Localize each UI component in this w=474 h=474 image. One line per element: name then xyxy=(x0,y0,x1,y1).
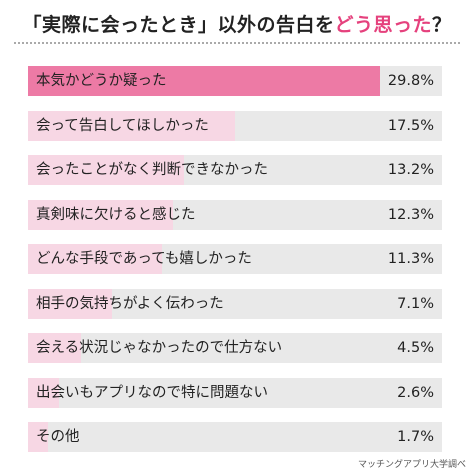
title-part2: ？ xyxy=(432,14,452,36)
title-divider xyxy=(14,42,460,44)
bar xyxy=(28,155,185,185)
bar-label: 本気かどうか疑った xyxy=(36,73,167,89)
bar xyxy=(28,422,49,452)
bar-label: 会ったことがなく判断できなかった xyxy=(36,162,268,178)
bar-row: 会ったことがなく判断できなかった 13.2% xyxy=(28,155,442,185)
bar-label: 会って告白してほしかった xyxy=(36,117,209,134)
bar-value-label: 11.3% xyxy=(387,251,434,267)
bar-label: その他 xyxy=(36,429,80,445)
bar-row: 本気かどうか疑った 29.8% xyxy=(28,66,442,96)
bar-row: どんな手段であっても嬉しかった 11.3% xyxy=(28,244,442,274)
bar xyxy=(28,66,381,96)
source-note: マッチングアプリ大学調べ xyxy=(357,460,466,470)
bar xyxy=(28,377,59,408)
bar-value-label: 29.8% xyxy=(387,73,434,89)
bar-value-label: 7.1% xyxy=(397,295,434,312)
bar-label: どんな手段であっても嬉しかった xyxy=(36,251,252,267)
bar-value-label: 4.5% xyxy=(397,340,434,356)
bar-track xyxy=(28,422,442,452)
bar-label: 相手の気持ちがよく伝わった xyxy=(36,295,224,312)
bar-label: 会える状況じゃなかったので仕方ない xyxy=(36,340,283,356)
bar-row: 相手の気持ちがよく伝わった 7.1% xyxy=(28,288,442,319)
title-part1: 「実際に会ったとき」以外の告白を xyxy=(22,14,335,36)
bar-row: その他 1.7% xyxy=(28,422,442,452)
bar xyxy=(28,333,82,363)
bar-track xyxy=(28,333,442,363)
bar-row: 会って告白してほしかった 17.5% xyxy=(28,110,442,141)
bar-value-label: 1.7% xyxy=(397,429,434,445)
bar xyxy=(28,244,162,274)
bar xyxy=(28,199,174,230)
bar-value-label: 12.3% xyxy=(387,206,434,223)
bar xyxy=(28,110,235,141)
bar-value-label: 17.5% xyxy=(387,117,434,134)
bar-row: 真剣味に欠けると感じた 12.3% xyxy=(28,199,442,230)
bar-row: 会える状況じゃなかったので仕方ない 4.5% xyxy=(28,333,442,363)
bar-label: 出会いもアプリなので特に問題ない xyxy=(36,384,268,401)
bar-chart: 本気かどうか疑った 29.8% 会って告白してほしかった 17.5% 会ったことがなく判… xyxy=(28,66,442,467)
bar-label: 真剣味に欠けると感じた xyxy=(36,206,196,223)
bar-value-label: 13.2% xyxy=(387,162,434,178)
bar-value-label: 2.6% xyxy=(397,384,434,401)
chart-title: 「実際に会ったとき」以外の告白をどう思った？ xyxy=(0,10,474,37)
bar xyxy=(28,288,112,319)
bar-track xyxy=(28,377,442,408)
bar-row: 出会いもアプリなので特に問題ない 2.6% xyxy=(28,377,442,408)
title-highlight: どう思った xyxy=(334,14,432,36)
